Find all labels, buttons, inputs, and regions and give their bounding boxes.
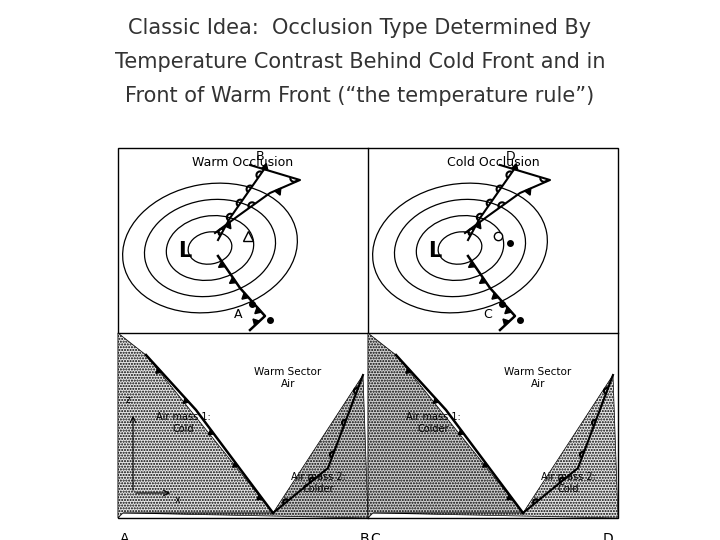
Polygon shape <box>208 429 214 435</box>
Polygon shape <box>373 375 618 518</box>
Text: L: L <box>428 241 441 261</box>
Polygon shape <box>257 495 263 500</box>
Text: Warm Occlusion: Warm Occlusion <box>192 156 294 169</box>
Text: Air mass 1:
Cold: Air mass 1: Cold <box>156 412 210 434</box>
Text: Warm Sector
Air: Warm Sector Air <box>254 367 322 389</box>
Polygon shape <box>219 261 225 267</box>
Polygon shape <box>230 277 236 284</box>
Text: Air mass 1:
Colder: Air mass 1: Colder <box>405 412 460 434</box>
Text: L: L <box>179 241 192 261</box>
Text: Front of Warm Front (“the temperature rule”): Front of Warm Front (“the temperature ru… <box>125 86 595 106</box>
Text: B: B <box>256 150 265 163</box>
Text: x: x <box>175 495 181 505</box>
Text: D: D <box>602 532 613 540</box>
Polygon shape <box>525 188 531 195</box>
Text: z: z <box>126 395 131 405</box>
Text: A: A <box>234 308 242 321</box>
Polygon shape <box>225 222 231 229</box>
Polygon shape <box>507 495 513 500</box>
Polygon shape <box>480 277 486 284</box>
Polygon shape <box>255 307 261 314</box>
Text: A: A <box>120 532 130 540</box>
Text: D: D <box>506 150 516 163</box>
Polygon shape <box>492 293 498 299</box>
Text: Warm Sector
Air: Warm Sector Air <box>505 367 572 389</box>
Text: Classic Idea:  Occlusion Type Determined By: Classic Idea: Occlusion Type Determined … <box>128 18 592 38</box>
Polygon shape <box>433 398 438 403</box>
Polygon shape <box>184 398 189 403</box>
Polygon shape <box>406 368 412 373</box>
Text: Cold Occlusion: Cold Occlusion <box>446 156 539 169</box>
Polygon shape <box>503 319 510 326</box>
Polygon shape <box>368 333 523 518</box>
Polygon shape <box>505 307 511 314</box>
Polygon shape <box>253 319 259 326</box>
Polygon shape <box>123 375 368 518</box>
Polygon shape <box>469 261 475 267</box>
Polygon shape <box>242 293 248 299</box>
Text: B: B <box>360 532 369 540</box>
Text: Air mass 2:
Cold: Air mass 2: Cold <box>541 472 595 494</box>
Polygon shape <box>511 164 518 170</box>
Text: Air mass 2:
Colder: Air mass 2: Colder <box>291 472 346 494</box>
Bar <box>118 148 618 518</box>
Text: C: C <box>370 532 379 540</box>
Polygon shape <box>118 333 273 518</box>
Polygon shape <box>474 222 481 229</box>
Polygon shape <box>233 462 238 467</box>
Text: C: C <box>484 308 492 321</box>
Polygon shape <box>275 188 281 195</box>
Polygon shape <box>458 429 464 435</box>
Polygon shape <box>261 164 268 170</box>
Polygon shape <box>482 462 488 467</box>
Polygon shape <box>156 368 161 373</box>
Text: Temperature Contrast Behind Cold Front and in: Temperature Contrast Behind Cold Front a… <box>114 52 606 72</box>
